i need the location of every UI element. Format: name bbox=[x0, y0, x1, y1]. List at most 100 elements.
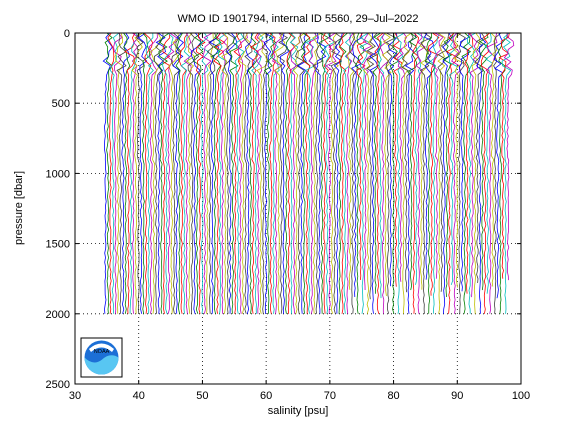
profile-line bbox=[150, 33, 161, 314]
profile-line bbox=[404, 33, 417, 314]
plot-area bbox=[74, 32, 522, 385]
profile-line bbox=[289, 33, 299, 314]
profile-line bbox=[354, 33, 365, 314]
profile-line bbox=[185, 33, 196, 314]
x-tick-label: 70 bbox=[324, 390, 336, 402]
profile-line bbox=[166, 33, 177, 314]
profile-line bbox=[223, 33, 235, 314]
profile-line bbox=[129, 33, 139, 314]
profile-line bbox=[503, 33, 515, 281]
profile-line bbox=[300, 33, 311, 314]
profile-line bbox=[377, 33, 387, 299]
profile-line bbox=[145, 33, 155, 314]
profile-line bbox=[419, 33, 432, 314]
profile-line bbox=[180, 33, 190, 314]
profile-line bbox=[269, 33, 276, 314]
profile-line bbox=[131, 33, 143, 314]
profile-line bbox=[338, 33, 347, 314]
profile-line bbox=[395, 33, 405, 314]
profile-line bbox=[490, 33, 498, 287]
profile-line bbox=[135, 33, 145, 314]
profile-line bbox=[322, 33, 332, 314]
profile-line bbox=[123, 33, 131, 314]
profile-line bbox=[330, 33, 339, 314]
profile-line bbox=[213, 33, 226, 314]
profile-line bbox=[158, 33, 170, 314]
profile-line bbox=[143, 33, 153, 314]
grid bbox=[75, 33, 521, 384]
profile-line bbox=[137, 33, 148, 314]
profile-line bbox=[226, 33, 238, 314]
profile-line bbox=[378, 33, 390, 314]
profile-line bbox=[497, 33, 508, 314]
profile-line bbox=[461, 33, 472, 314]
y-tick-label: 0 bbox=[64, 28, 70, 40]
logo-gull bbox=[89, 343, 114, 352]
profile-line bbox=[400, 33, 412, 314]
profile-line bbox=[333, 33, 343, 314]
profile-line bbox=[221, 33, 232, 314]
profile-line bbox=[190, 33, 202, 314]
profile-line bbox=[319, 33, 330, 314]
profile-line bbox=[255, 33, 265, 314]
profile-line bbox=[104, 33, 113, 314]
profile-line bbox=[452, 33, 464, 288]
x-tick-label: 80 bbox=[387, 390, 399, 402]
profile-line bbox=[356, 33, 368, 280]
profile-line bbox=[369, 33, 380, 314]
profile-line bbox=[243, 33, 253, 314]
profile-line bbox=[187, 33, 200, 314]
profile-line bbox=[234, 33, 245, 314]
profile-line bbox=[351, 33, 363, 298]
profile-line bbox=[480, 33, 490, 314]
profile-line bbox=[493, 33, 504, 299]
profile-line bbox=[155, 33, 166, 314]
y-axis-label: pressure [dbar] bbox=[13, 171, 25, 245]
profile-line bbox=[385, 33, 397, 314]
profile-line bbox=[464, 33, 474, 294]
profile-line bbox=[406, 33, 418, 291]
profile-line bbox=[276, 33, 289, 314]
profile-line bbox=[372, 33, 382, 294]
profile-line bbox=[432, 33, 444, 279]
profile-line bbox=[411, 33, 420, 314]
profile-line bbox=[251, 33, 264, 314]
profile-line bbox=[249, 33, 260, 314]
profile-line bbox=[161, 33, 171, 314]
profile-line bbox=[315, 33, 327, 314]
profile-line bbox=[466, 33, 476, 314]
profile-line bbox=[363, 33, 374, 314]
profile-line bbox=[209, 33, 221, 314]
y-tick-label: 2500 bbox=[46, 379, 70, 391]
profile-line bbox=[401, 33, 414, 293]
x-tick-label: 100 bbox=[512, 390, 530, 402]
profile-line bbox=[210, 33, 222, 314]
x-tick-label: 60 bbox=[260, 390, 272, 402]
y-tick-label: 500 bbox=[52, 98, 70, 110]
profile-line bbox=[247, 33, 258, 314]
profile-line bbox=[263, 33, 277, 314]
profile-line bbox=[437, 33, 446, 314]
x-axis-label: salinity [psu] bbox=[268, 405, 329, 417]
profile-line bbox=[237, 33, 248, 314]
profile-line bbox=[392, 33, 403, 287]
profile-line bbox=[202, 33, 213, 314]
y-tick-labels: 0 500 1000 1500 2000 2500 bbox=[46, 28, 70, 391]
profile-line bbox=[365, 33, 378, 300]
x-tick-label: 30 bbox=[69, 390, 81, 402]
profile-line bbox=[345, 33, 354, 314]
profile-line bbox=[346, 33, 358, 290]
profile-line bbox=[501, 33, 512, 314]
logo-wave bbox=[84, 355, 119, 375]
profile-line bbox=[162, 33, 174, 314]
profile-line bbox=[415, 33, 426, 314]
profile-line bbox=[338, 33, 348, 314]
profile-line bbox=[279, 33, 289, 314]
profile-line bbox=[308, 33, 319, 314]
profile-line bbox=[153, 33, 164, 314]
profile-line bbox=[131, 33, 140, 314]
profile-line bbox=[168, 33, 180, 314]
profile-line bbox=[292, 33, 305, 314]
profile-line bbox=[458, 33, 470, 292]
profile-line bbox=[325, 33, 337, 314]
